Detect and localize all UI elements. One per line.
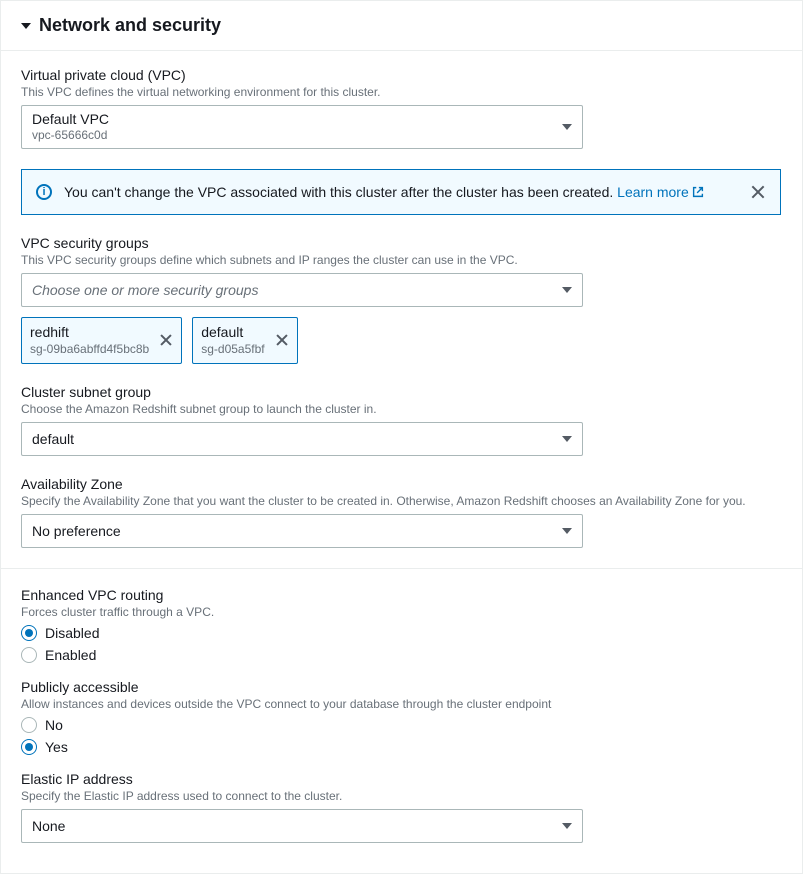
radio-icon <box>21 717 37 733</box>
enhanced-vpc-disabled-radio[interactable]: Disabled <box>21 625 782 641</box>
close-alert-button[interactable] <box>750 184 766 200</box>
subnet-group-field: Cluster subnet group Choose the Amazon R… <box>21 384 782 456</box>
vpc-selected-name: Default VPC <box>32 111 109 128</box>
alert-message: You can't change the VPC associated with… <box>64 184 738 200</box>
subnet-group-selected: default <box>32 431 74 447</box>
vpc-selected-id: vpc-65666c0d <box>32 128 109 142</box>
learn-more-text: Learn more <box>617 184 689 200</box>
elastic-ip-field: Elastic IP address Specify the Elastic I… <box>21 771 782 843</box>
chip-label: redhift <box>30 324 149 342</box>
vpc-info-alert: i You can't change the VPC associated wi… <box>21 169 781 215</box>
publicly-accessible-label: Publicly accessible <box>21 679 782 695</box>
radio-icon <box>21 625 37 641</box>
vpc-desc: This VPC defines the virtual networking … <box>21 85 782 99</box>
enhanced-vpc-label: Enhanced VPC routing <box>21 587 782 603</box>
radio-icon <box>21 647 37 663</box>
caret-down-icon <box>21 23 31 29</box>
subnet-group-desc: Choose the Amazon Redshift subnet group … <box>21 402 782 416</box>
remove-chip-button[interactable] <box>159 333 173 347</box>
divider <box>1 568 802 569</box>
vpc-label: Virtual private cloud (VPC) <box>21 67 782 83</box>
availability-zone-selected: No preference <box>32 523 121 539</box>
availability-zone-desc: Specify the Availability Zone that you w… <box>21 494 782 508</box>
elastic-ip-select[interactable]: None <box>21 809 583 843</box>
security-groups-placeholder: Choose one or more security groups <box>32 282 258 298</box>
elastic-ip-selected: None <box>32 818 65 834</box>
learn-more-link[interactable]: Learn more <box>617 184 705 200</box>
section-header[interactable]: Network and security <box>1 1 802 51</box>
publicly-accessible-yes-radio[interactable]: Yes <box>21 739 782 755</box>
info-icon: i <box>36 184 52 200</box>
radio-label: Enabled <box>45 647 96 663</box>
panel-body: Virtual private cloud (VPC) This VPC def… <box>1 51 802 843</box>
security-groups-desc: This VPC security groups define which su… <box>21 253 782 267</box>
publicly-accessible-field: Publicly accessible Allow instances and … <box>21 679 782 755</box>
radio-icon <box>21 739 37 755</box>
security-groups-select[interactable]: Choose one or more security groups <box>21 273 583 307</box>
elastic-ip-label: Elastic IP address <box>21 771 782 787</box>
security-group-chip: default sg-d05a5fbf <box>192 317 297 364</box>
remove-chip-button[interactable] <box>275 333 289 347</box>
vpc-select[interactable]: Default VPC vpc-65666c0d <box>21 105 583 149</box>
security-group-chip: redhift sg-09ba6abffd4f5bc8b <box>21 317 182 364</box>
chevron-down-icon <box>562 124 572 130</box>
subnet-group-label: Cluster subnet group <box>21 384 782 400</box>
alert-text: You can't change the VPC associated with… <box>64 184 617 200</box>
chevron-down-icon <box>562 287 572 293</box>
enhanced-vpc-desc: Forces cluster traffic through a VPC. <box>21 605 782 619</box>
elastic-ip-desc: Specify the Elastic IP address used to c… <box>21 789 782 803</box>
security-groups-label: VPC security groups <box>21 235 782 251</box>
external-link-icon <box>691 185 705 199</box>
enhanced-vpc-enabled-radio[interactable]: Enabled <box>21 647 782 663</box>
publicly-accessible-desc: Allow instances and devices outside the … <box>21 697 782 711</box>
publicly-accessible-no-radio[interactable]: No <box>21 717 782 733</box>
network-security-panel: Network and security Virtual private clo… <box>0 0 803 874</box>
chip-label: default <box>201 324 264 342</box>
availability-zone-select[interactable]: No preference <box>21 514 583 548</box>
subnet-group-select[interactable]: default <box>21 422 583 456</box>
availability-zone-field: Availability Zone Specify the Availabili… <box>21 476 782 548</box>
vpc-field: Virtual private cloud (VPC) This VPC def… <box>21 67 782 149</box>
availability-zone-label: Availability Zone <box>21 476 782 492</box>
enhanced-vpc-field: Enhanced VPC routing Forces cluster traf… <box>21 587 782 663</box>
chip-sub: sg-09ba6abffd4f5bc8b <box>30 342 149 357</box>
security-group-chips: redhift sg-09ba6abffd4f5bc8b default sg-… <box>21 317 782 364</box>
chevron-down-icon <box>562 436 572 442</box>
radio-label: No <box>45 717 63 733</box>
section-title: Network and security <box>39 15 221 36</box>
radio-label: Disabled <box>45 625 99 641</box>
chevron-down-icon <box>562 528 572 534</box>
chip-sub: sg-d05a5fbf <box>201 342 264 357</box>
chevron-down-icon <box>562 823 572 829</box>
security-groups-field: VPC security groups This VPC security gr… <box>21 235 782 364</box>
radio-label: Yes <box>45 739 68 755</box>
